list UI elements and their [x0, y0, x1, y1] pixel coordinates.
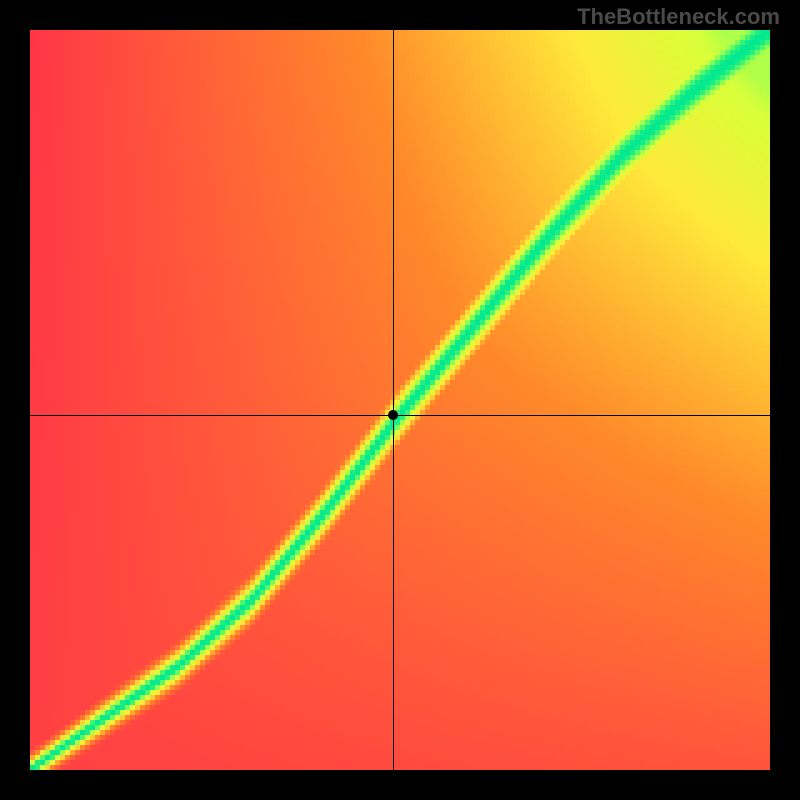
plot-area	[30, 30, 770, 770]
watermark-text: TheBottleneck.com	[577, 4, 780, 30]
crosshair-marker	[388, 410, 398, 420]
crosshair-vertical	[393, 30, 394, 770]
heatmap-canvas	[30, 30, 770, 770]
crosshair-horizontal	[30, 415, 770, 416]
